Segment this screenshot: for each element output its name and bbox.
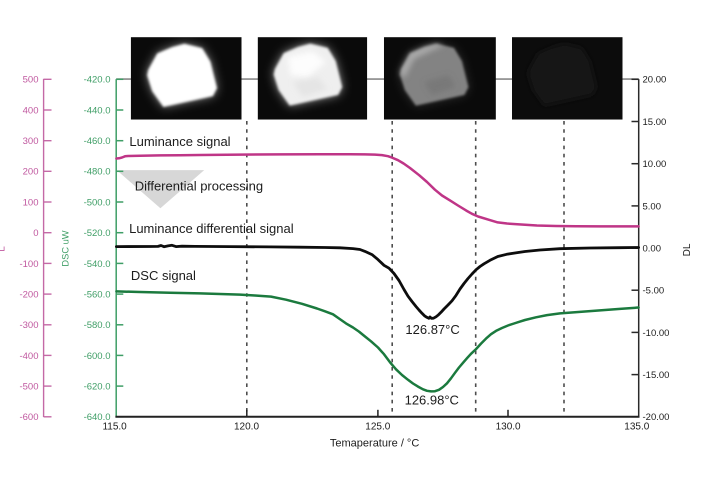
- svg-text:400: 400: [23, 105, 39, 116]
- svg-text:DSC uW: DSC uW: [61, 230, 71, 266]
- svg-text:-460.0: -460.0: [84, 136, 111, 147]
- svg-text:-400: -400: [19, 351, 38, 362]
- svg-text:20.00: 20.00: [643, 75, 667, 86]
- svg-text:-440.0: -440.0: [84, 105, 111, 116]
- svg-text:130.0: 130.0: [496, 422, 521, 433]
- svg-text:Luminance signal: Luminance signal: [129, 134, 230, 149]
- svg-text:-560.0: -560.0: [84, 290, 111, 301]
- svg-text:DL: DL: [682, 243, 693, 256]
- svg-text:115.0: 115.0: [102, 422, 127, 433]
- svg-text:-10.00: -10.00: [643, 328, 670, 339]
- svg-text:125.0: 125.0: [365, 422, 390, 433]
- svg-text:10.00: 10.00: [643, 159, 667, 170]
- svg-text:5.00: 5.00: [643, 201, 662, 212]
- svg-text:135.0: 135.0: [624, 422, 649, 433]
- svg-text:200: 200: [23, 167, 39, 178]
- svg-text:0: 0: [33, 228, 38, 239]
- svg-text:-300: -300: [19, 320, 38, 331]
- svg-text:Luminance differential signal: Luminance differential signal: [129, 221, 294, 236]
- svg-text:-500.0: -500.0: [84, 197, 111, 208]
- svg-text:126.98°C: 126.98°C: [405, 392, 459, 407]
- svg-text:-640.0: -640.0: [84, 412, 111, 423]
- svg-text:DSC signal: DSC signal: [131, 268, 196, 283]
- svg-text:Temaperature / °C: Temaperature / °C: [330, 438, 419, 450]
- svg-text:-480.0: -480.0: [84, 167, 111, 178]
- svg-text:-520.0: -520.0: [84, 228, 111, 239]
- svg-text:-20.00: -20.00: [643, 412, 670, 423]
- svg-text:-600.0: -600.0: [84, 351, 111, 362]
- svg-text:100: 100: [23, 197, 39, 208]
- svg-text:120.0: 120.0: [234, 422, 259, 433]
- svg-text:-500: -500: [19, 382, 38, 393]
- svg-text:-15.00: -15.00: [643, 370, 670, 381]
- svg-text:-540.0: -540.0: [84, 259, 111, 270]
- svg-text:-420.0: -420.0: [84, 75, 111, 86]
- svg-text:15.00: 15.00: [643, 117, 667, 128]
- svg-text:-5.00: -5.00: [643, 286, 665, 297]
- svg-text:L: L: [0, 246, 8, 252]
- svg-text:Differential processing: Differential processing: [135, 178, 263, 193]
- svg-text:0.00: 0.00: [643, 244, 662, 255]
- svg-text:300: 300: [23, 136, 39, 147]
- svg-text:126.87°C: 126.87°C: [405, 322, 459, 337]
- svg-text:-580.0: -580.0: [84, 320, 111, 331]
- svg-text:-600: -600: [19, 412, 38, 423]
- svg-text:500: 500: [23, 75, 39, 86]
- svg-text:-200: -200: [19, 290, 38, 301]
- svg-text:-620.0: -620.0: [84, 382, 111, 393]
- svg-text:-100: -100: [19, 259, 38, 270]
